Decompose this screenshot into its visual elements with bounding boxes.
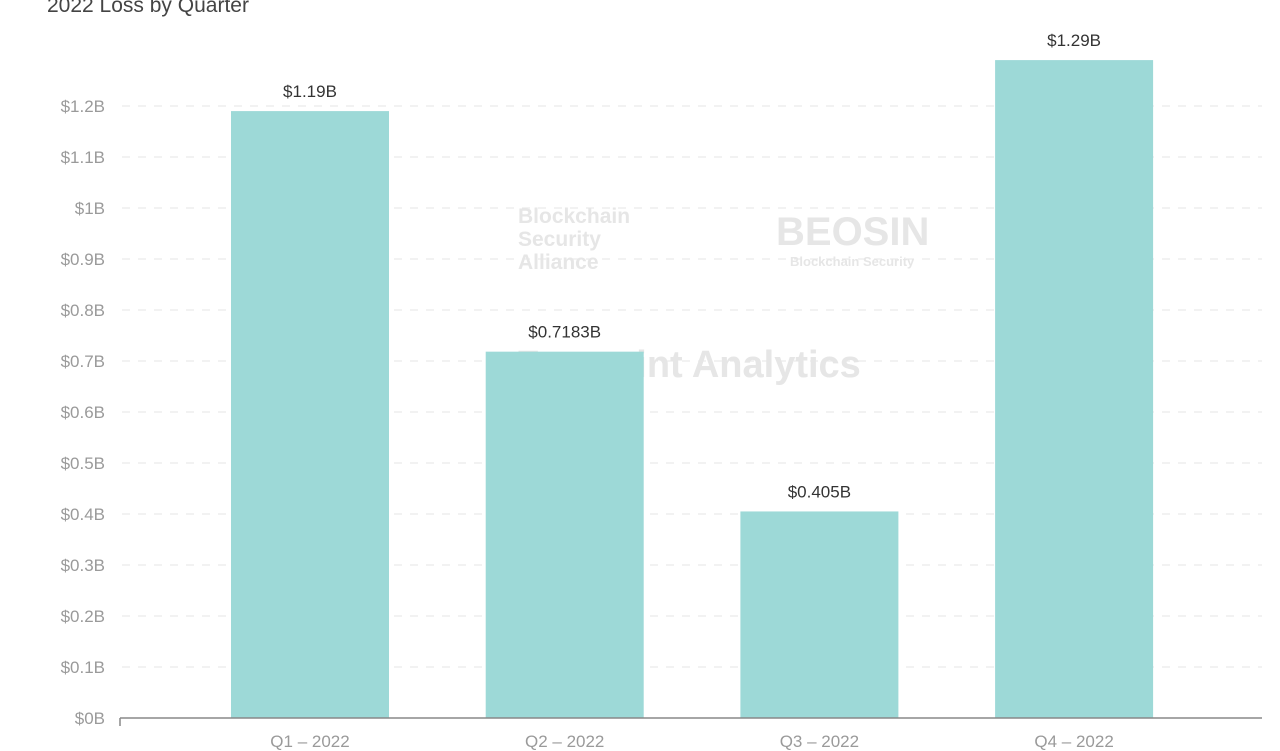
y-tick-label: $0.8B: [61, 301, 105, 320]
watermark-beosin: BEOSIN: [776, 210, 929, 254]
y-tick-label: $0.4B: [61, 505, 105, 524]
watermark-beosin-sub: Blockchain Security: [790, 254, 915, 269]
watermark: Blockchain Security Alliance BEOSIN Bloc…: [516, 205, 929, 386]
watermark-alliance-1: Blockchain: [518, 205, 630, 228]
y-tick-label: $0.2B: [61, 607, 105, 626]
x-tick-label: Q2 – 2022: [525, 732, 604, 751]
bar-4: [995, 60, 1154, 719]
y-tick-label: $0.6B: [61, 403, 105, 422]
x-tick-label: Q3 – 2022: [780, 732, 859, 751]
x-tick-label: Q1 – 2022: [270, 732, 349, 751]
y-tick-label: $0B: [75, 709, 105, 728]
bar-1: [231, 111, 389, 719]
data-label: $0.405B: [788, 482, 851, 501]
data-label: $1.29B: [1047, 31, 1101, 50]
y-tick-label: $1.1B: [61, 148, 105, 167]
watermark-alliance-3: Alliance: [518, 251, 599, 274]
y-tick-label: $1.2B: [61, 97, 105, 116]
bar-3: [740, 511, 899, 718]
y-tick-label: $0.1B: [61, 658, 105, 677]
data-label: $1.19B: [283, 82, 337, 101]
y-tick-label: $0.9B: [61, 250, 105, 269]
bar-2: [485, 351, 644, 718]
y-tick-label: $0.7B: [61, 352, 105, 371]
y-tick-label: $1B: [75, 199, 105, 218]
watermark-alliance-2: Security: [518, 228, 601, 251]
chart-title: 2022 Loss by Quarter: [47, 0, 249, 17]
y-tick-label: $0.3B: [61, 556, 105, 575]
x-tick-label: Q4 – 2022: [1034, 732, 1113, 751]
y-tick-label: $0.5B: [61, 454, 105, 473]
data-label: $0.7183B: [528, 323, 601, 342]
